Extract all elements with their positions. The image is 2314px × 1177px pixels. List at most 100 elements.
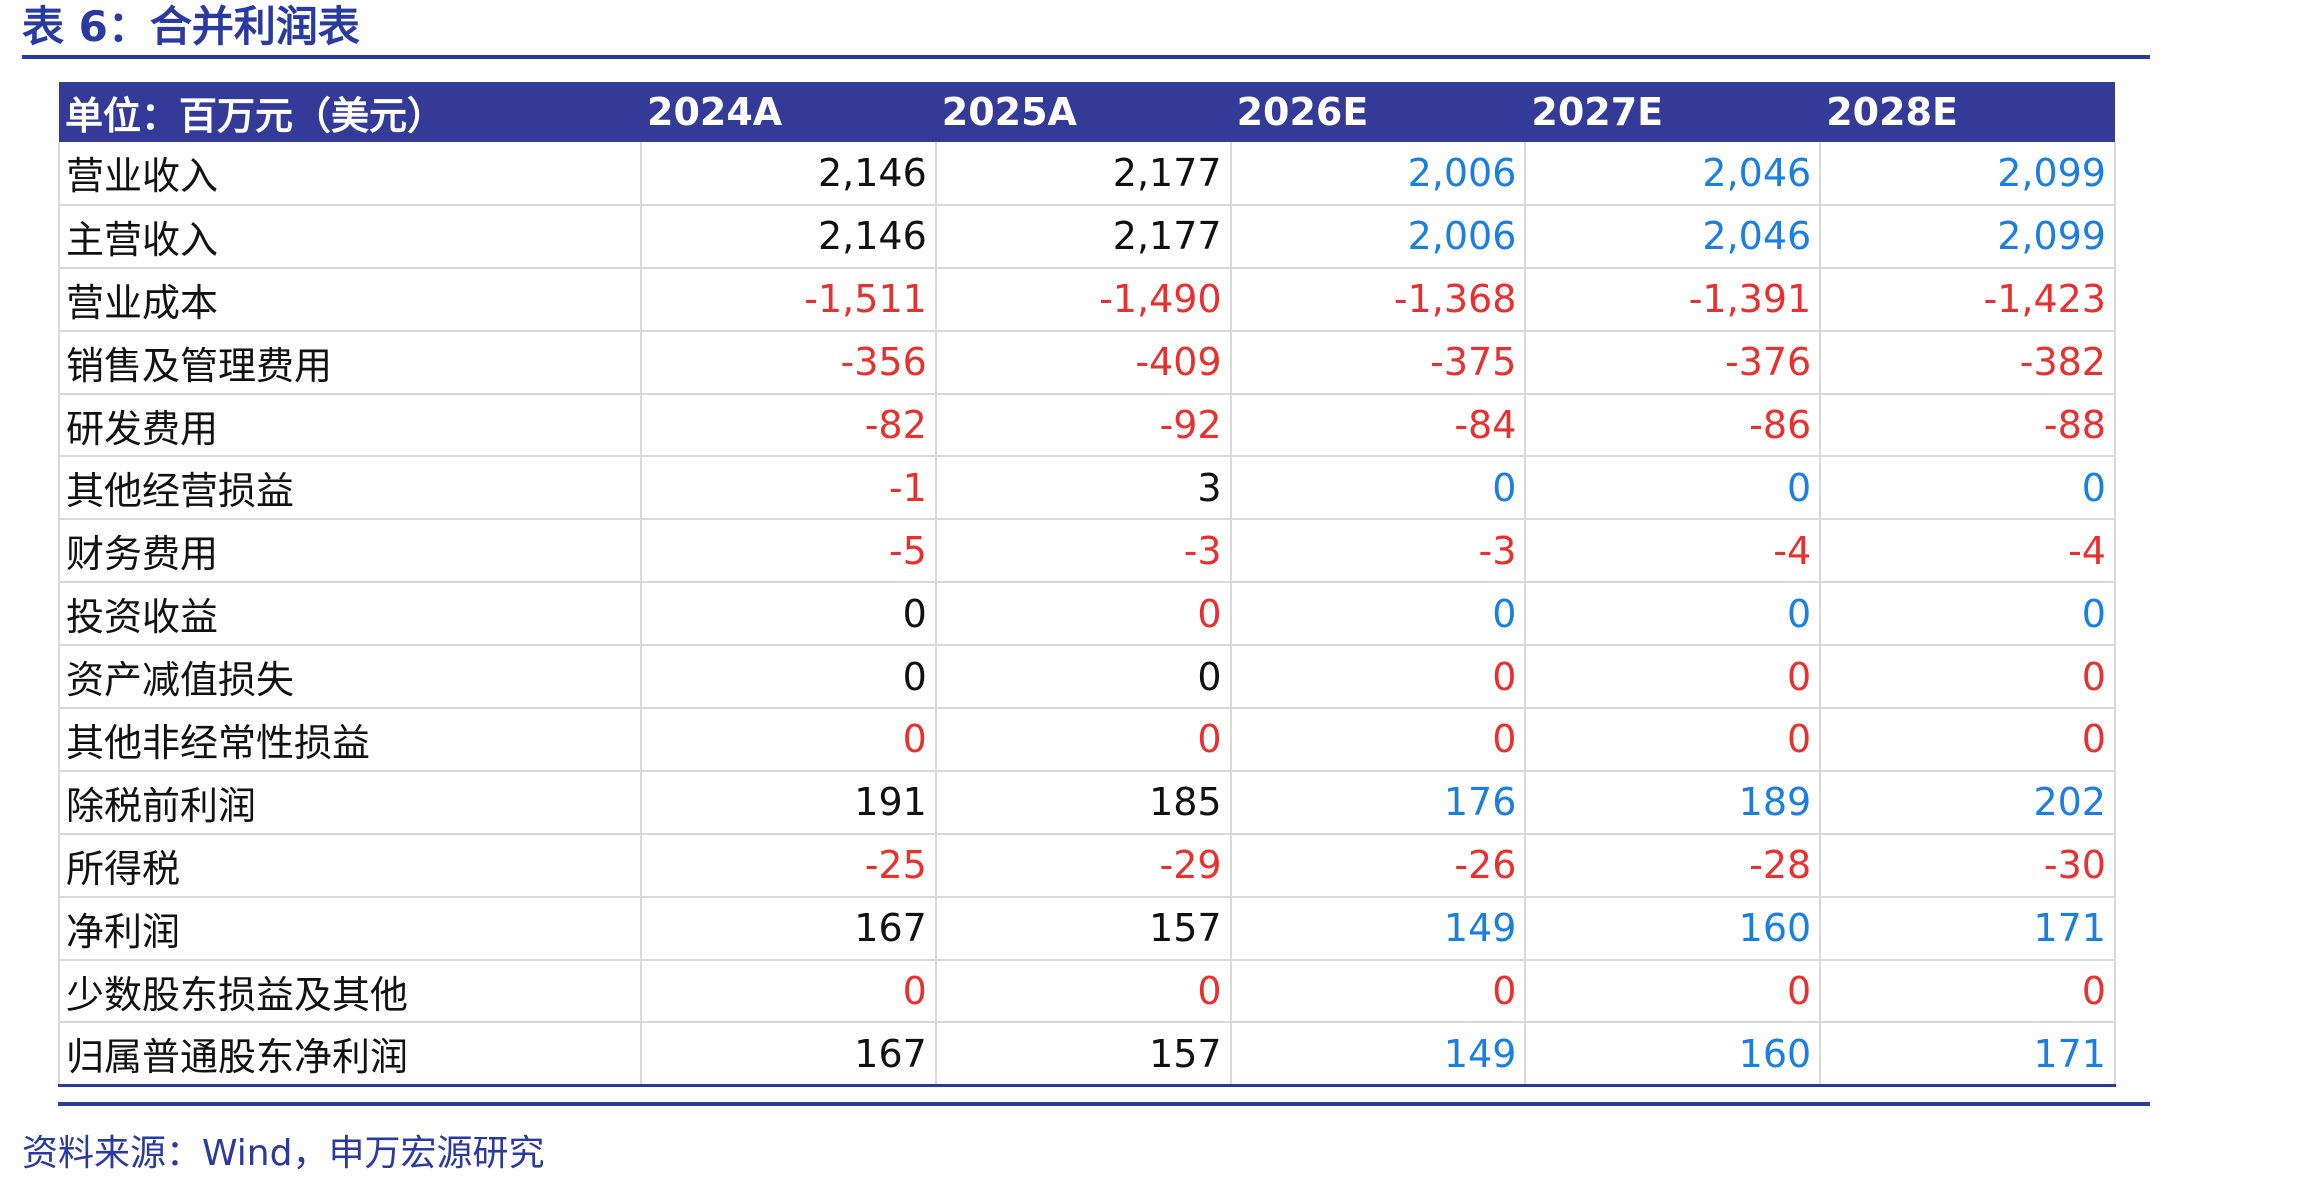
row-value-cell: -4 xyxy=(1524,519,1822,584)
row-value-cell: 202 xyxy=(1819,770,2116,835)
row-value-cell: 0 xyxy=(934,582,1232,647)
row-value-cell: 167 xyxy=(640,1022,937,1087)
source-note: 资料来源：Wind，申万宏源研究 xyxy=(22,1133,545,1174)
row-value-cell: 0 xyxy=(934,708,1232,772)
table-row: 营业收入 2,146 2,177 2,006 2,046 2,099 xyxy=(58,142,2116,206)
row-value-cell: 2,177 xyxy=(934,204,1232,269)
table-title: 表 6：合并利润表 xyxy=(22,2,360,51)
row-value-cell: 0 xyxy=(934,645,1232,710)
table-row: 销售及管理费用 -356 -409 -375 -376 -382 xyxy=(58,330,2116,395)
row-value-cell: -3 xyxy=(934,519,1232,584)
row-value-cell: 0 xyxy=(1229,708,1527,772)
row-label: 其他经营损益 xyxy=(58,456,642,521)
header-year-2024a: 2024A xyxy=(641,82,936,142)
row-value-cell: 167 xyxy=(640,896,937,961)
header-year-2026e: 2026E xyxy=(1230,82,1526,142)
row-label: 其他非经常性损益 xyxy=(58,708,642,772)
table-row: 其他非经常性损益 0 0 0 0 0 xyxy=(58,708,2116,772)
row-value-cell: 160 xyxy=(1524,1022,1822,1087)
row-value-cell: -376 xyxy=(1524,330,1822,395)
row-value-cell: -1,391 xyxy=(1524,267,1822,332)
row-label: 所得税 xyxy=(58,833,642,898)
row-value-cell: 0 xyxy=(1819,582,2116,647)
row-value-cell: -356 xyxy=(640,330,937,395)
row-value-cell: -4 xyxy=(1819,519,2116,584)
row-value-cell: 2,146 xyxy=(640,142,937,206)
row-value-cell: 2,099 xyxy=(1819,204,2116,269)
table-row: 主营收入 2,146 2,177 2,006 2,046 2,099 xyxy=(58,204,2116,269)
row-value-cell: 0 xyxy=(1819,959,2116,1024)
row-label: 财务费用 xyxy=(58,519,642,584)
row-value-cell: -88 xyxy=(1819,393,2116,458)
row-value-cell: 189 xyxy=(1524,770,1822,835)
row-label: 除税前利润 xyxy=(58,770,642,835)
row-value-cell: 0 xyxy=(1819,708,2116,772)
row-label: 主营收入 xyxy=(58,204,642,269)
row-value-cell: 160 xyxy=(1524,896,1822,961)
row-value-cell: -5 xyxy=(640,519,937,584)
row-value-cell: -92 xyxy=(934,393,1232,458)
row-label: 资产减值损失 xyxy=(58,645,642,710)
table-row: 少数股东损益及其他 0 0 0 0 0 xyxy=(58,959,2116,1024)
row-value-cell: 171 xyxy=(1819,1022,2116,1087)
row-value-cell: 2,006 xyxy=(1229,204,1527,269)
table-body: 营业收入 2,146 2,177 2,006 2,046 2,099 主营收入 2,146 2,… xyxy=(58,142,2116,1087)
row-label: 投资收益 xyxy=(58,582,642,647)
header-year-2025a: 2025A xyxy=(935,82,1231,142)
row-value-cell: 0 xyxy=(640,645,937,710)
row-value-cell: -30 xyxy=(1819,833,2116,898)
row-value-cell: 0 xyxy=(1524,959,1822,1024)
table-row: 研发费用 -82 -92 -84 -86 -88 xyxy=(58,393,2116,458)
header-year-2028e: 2028E xyxy=(1820,82,2115,142)
row-value-cell: -1 xyxy=(640,456,937,521)
table-row: 资产减值损失 0 0 0 0 0 xyxy=(58,645,2116,710)
row-value-cell: 3 xyxy=(934,456,1232,521)
row-label: 营业收入 xyxy=(58,142,642,206)
table-row: 所得税 -25 -29 -26 -28 -30 xyxy=(58,833,2116,898)
row-value-cell: -1,490 xyxy=(934,267,1232,332)
table-row: 净利润 167 157 149 160 171 xyxy=(58,896,2116,961)
row-label: 归属普通股东净利润 xyxy=(58,1022,642,1087)
row-value-cell: -86 xyxy=(1524,393,1822,458)
row-value-cell: 0 xyxy=(934,959,1232,1024)
row-value-cell: 149 xyxy=(1229,1022,1527,1087)
row-label: 净利润 xyxy=(58,896,642,961)
header-unit: 单位：百万元（美元） xyxy=(59,82,641,142)
row-value-cell: -375 xyxy=(1229,330,1527,395)
row-value-cell: 0 xyxy=(1524,645,1822,710)
table-row: 其他经营损益 -1 3 0 0 0 xyxy=(58,456,2116,521)
row-value-cell: 0 xyxy=(1819,645,2116,710)
table-row: 投资收益 0 0 0 0 0 xyxy=(58,582,2116,647)
row-value-cell: 0 xyxy=(1524,582,1822,647)
row-value-cell: 0 xyxy=(640,708,937,772)
row-value-cell: -1,511 xyxy=(640,267,937,332)
table-row: 除税前利润 191 185 176 189 202 xyxy=(58,770,2116,835)
row-value-cell: 2,046 xyxy=(1524,204,1822,269)
row-value-cell: 176 xyxy=(1229,770,1527,835)
row-label: 销售及管理费用 xyxy=(58,330,642,395)
row-value-cell: 0 xyxy=(1229,456,1527,521)
row-label: 研发费用 xyxy=(58,393,642,458)
row-value-cell: 2,099 xyxy=(1819,142,2116,206)
row-value-cell: -1,423 xyxy=(1819,267,2116,332)
row-value-cell: 157 xyxy=(934,1022,1232,1087)
row-value-cell: 157 xyxy=(934,896,1232,961)
row-value-cell: -28 xyxy=(1524,833,1822,898)
table-header-row: 单位：百万元（美元） 2024A 2025A 2026E 2027E 2028E xyxy=(59,82,2115,142)
row-value-cell: 0 xyxy=(1229,959,1527,1024)
row-value-cell: 149 xyxy=(1229,896,1527,961)
row-value-cell: -382 xyxy=(1819,330,2116,395)
row-value-cell: 0 xyxy=(1229,645,1527,710)
row-value-cell: -84 xyxy=(1229,393,1527,458)
row-value-cell: 2,177 xyxy=(934,142,1232,206)
row-label: 少数股东损益及其他 xyxy=(58,959,642,1024)
row-value-cell: -82 xyxy=(640,393,937,458)
row-value-cell: 0 xyxy=(640,582,937,647)
title-divider xyxy=(22,55,2150,59)
row-value-cell: -1,368 xyxy=(1229,267,1527,332)
row-value-cell: -25 xyxy=(640,833,937,898)
row-value-cell: -26 xyxy=(1229,833,1527,898)
income-statement-table-container: 单位：百万元（美元） 2024A 2025A 2026E 2027E 2028E… xyxy=(58,82,2116,1087)
row-value-cell: 2,146 xyxy=(640,204,937,269)
row-value-cell: 185 xyxy=(934,770,1232,835)
